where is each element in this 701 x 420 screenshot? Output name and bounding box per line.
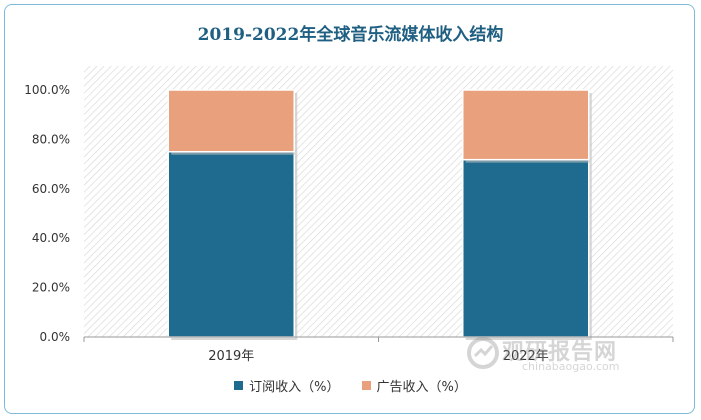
chart-title: 2019-2022年全球音乐流媒体收入结构 <box>197 25 504 45</box>
y-tick-label: 100.0% <box>24 83 70 97</box>
bar-segment-subscription <box>167 151 295 338</box>
y-tick-label: 60.0% <box>32 182 70 196</box>
legend-label-advertising: 广告收入（%） <box>376 380 467 395</box>
bar-segment-advertising <box>167 89 295 153</box>
legend: 订阅收入（%） 广告收入（%） <box>0 376 701 395</box>
legend-swatch-subscription <box>234 381 244 390</box>
watermark-text-en: chinabaogao.com <box>522 360 620 373</box>
x-tick-label: 2019年 <box>208 349 254 364</box>
legend-label-subscription: 订阅收入（%） <box>249 380 340 395</box>
y-tick-label: 80.0% <box>32 132 70 146</box>
bar-segment-advertising <box>462 89 590 161</box>
y-tick-label: 40.0% <box>32 231 70 245</box>
y-tick-label: 0.0% <box>40 330 71 344</box>
legend-item-subscription: 订阅收入（%） <box>234 376 340 395</box>
bar-segment-subscription <box>462 158 590 338</box>
watermark: 观研报告网 chinabaogao.com <box>462 332 662 376</box>
x-tick-label: 2022年 <box>503 349 549 364</box>
y-tick-label: 20.0% <box>32 281 70 295</box>
legend-swatch-advertising <box>361 381 371 390</box>
watermark-logo-icon <box>467 337 499 369</box>
watermark-text-cn: 观研报告网 <box>502 340 618 365</box>
legend-item-advertising: 广告收入（%） <box>361 376 467 395</box>
